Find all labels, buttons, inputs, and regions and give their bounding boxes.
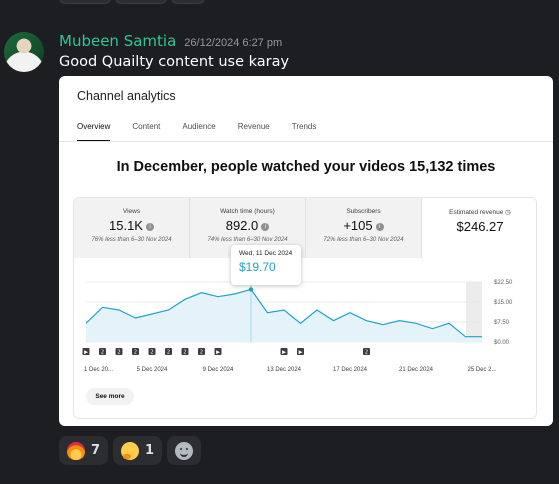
stat-comparison: 76% less than 6–30 Nov 2024 (91, 237, 172, 243)
marker-label: 2 (134, 350, 137, 356)
clock-icon: ◷ (505, 209, 511, 216)
x-tick-label: 13 Dec 2024 (267, 367, 302, 373)
video-marker (363, 348, 370, 355)
x-tick-label: 17 Dec 2024 (333, 367, 368, 373)
info-icon[interactable]: i (145, 222, 154, 231)
video-marker (181, 348, 189, 355)
area-fill (86, 289, 482, 342)
hover-point (248, 287, 254, 292)
stat-comparison: 72% less than 6–30 Nov 2024 (323, 237, 404, 243)
embed-title: Channel analytics (77, 89, 176, 103)
video-marker (297, 348, 304, 355)
analytics-tabs: Overview Content Audience Revenue Trends (77, 122, 338, 142)
add-reaction-icon (175, 441, 194, 460)
tab-audience[interactable]: Audience (182, 122, 216, 131)
analytics-headline: In December, people watched your videos … (116, 159, 496, 175)
marker-label: ▶ (282, 350, 286, 356)
x-tick-label: 9 Dec 2024 (203, 367, 234, 373)
marker-label: 2 (101, 350, 104, 356)
info-icon[interactable]: i (261, 222, 270, 231)
reaction-thinking[interactable]: 1 (113, 436, 163, 465)
stat-views[interactable]: Views 15.1K i 76% less than 6–30 Nov 2024 (74, 198, 190, 258)
chart-tooltip: Wed, 11 Dec 2024 $19.70 (231, 245, 301, 285)
video-marker (198, 348, 205, 355)
x-tick-label: 5 Dec 2024 (137, 367, 168, 373)
message-text: Good Quailty content use karay (59, 54, 290, 70)
stat-label: Estimated revenue ◷ (449, 209, 511, 216)
stat-label: Views (122, 208, 141, 215)
marker-label: 2 (183, 350, 186, 356)
tooltip-value: $19.70 (239, 260, 276, 274)
video-marker (132, 348, 139, 355)
stat-revenue[interactable]: Estimated revenue ◷ $246.27 (422, 198, 536, 258)
tab-overview[interactable]: Overview (77, 122, 111, 142)
stat-label: Watch time (hours) (220, 208, 275, 215)
stat-value: +105 i (306, 218, 421, 233)
x-tick-label: 1 Dec 20... (84, 367, 113, 373)
video-marker (280, 348, 288, 355)
marker-label: 2 (200, 350, 203, 356)
video-marker (82, 348, 90, 355)
stat-value: 15.1K i (74, 218, 189, 233)
marker-label: ▶ (299, 350, 303, 356)
series-line (85, 288, 482, 338)
reaction-count: 7 (91, 443, 101, 458)
stat-label: Subscribers (346, 208, 381, 215)
thinking-emoji-icon (121, 441, 140, 460)
tab-trends[interactable]: Trends (291, 122, 317, 131)
tab-revenue[interactable]: Revenue (237, 122, 270, 131)
y-tick-label: $22.50 (494, 280, 513, 286)
video-marker (115, 348, 123, 355)
analytics-embed-image[interactable]: Channel analytics Overview Content Audie… (59, 76, 553, 426)
x-tick-label: 21 Dec 2024 (399, 367, 434, 373)
tab-content[interactable]: Content (132, 122, 161, 131)
author-name[interactable]: Mubeen Samtia (59, 32, 177, 50)
see-more-button[interactable]: See more (86, 388, 134, 405)
y-tick-label: $0.00 (494, 340, 510, 346)
previous-reactions (59, 0, 205, 4)
x-tick-label: 25 Dec 2... (467, 367, 496, 373)
reaction-fire[interactable]: 7 (59, 436, 109, 465)
video-marker (165, 348, 172, 355)
revenue-chart[interactable]: $0.00$7.50$15.00$22.50▶ 2 2 2 2 2 2 2 ▶ ▶ ▶ 21 Dec … (74, 258, 537, 419)
add-reaction-button[interactable] (167, 436, 202, 465)
y-tick-label: $15.00 (494, 300, 513, 306)
message-header: Mubeen Samtia 26/12/2024 6:27 pm (59, 32, 282, 50)
tooltip-date: Wed, 11 Dec 2024 (239, 250, 293, 257)
marker-label: 2 (167, 350, 170, 356)
tabs-divider (59, 141, 553, 142)
video-marker (148, 348, 156, 355)
reactions-bar: 7 1 (59, 436, 202, 465)
stat-value: $246.27 (456, 219, 504, 234)
stat-value: 892.0 i (190, 218, 305, 233)
message-timestamp: 26/12/2024 6:27 pm (184, 37, 283, 49)
video-marker (99, 348, 106, 355)
video-marker (214, 348, 222, 355)
marker-label: 2 (117, 350, 120, 356)
fire-emoji-icon (67, 441, 85, 460)
avatar[interactable] (4, 32, 44, 72)
info-icon[interactable]: i (375, 222, 384, 231)
marker-label: ▶ (84, 350, 88, 356)
marker-label: ▶ (216, 350, 220, 356)
future-shade (466, 282, 482, 342)
marker-label: 2 (365, 350, 368, 356)
y-tick-label: $7.50 (494, 320, 510, 326)
marker-label: 2 (150, 350, 153, 356)
stats-row: Views 15.1K i 76% less than 6–30 Nov 2024… (74, 198, 536, 258)
stat-comparison: 74% less than 6–30 Nov 2024 (207, 237, 288, 243)
reaction-count: 1 (145, 443, 155, 458)
analytics-card: Views 15.1K i 76% less than 6–30 Nov 2024… (73, 197, 537, 419)
stat-subscribers[interactable]: Subscribers +105 i 72% less than 6–30 Nov… (306, 198, 422, 258)
